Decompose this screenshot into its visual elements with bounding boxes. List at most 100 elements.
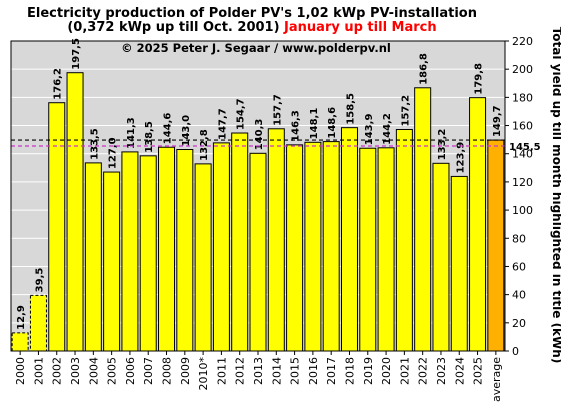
bar-2001	[29, 294, 47, 352]
bar-value-label: 197,5	[71, 38, 82, 70]
bar-2022	[414, 87, 432, 352]
bar-value-label: 143,9	[364, 114, 375, 146]
bar-2021	[395, 128, 413, 352]
bar-value-label: 158,5	[345, 93, 356, 125]
x-tick-label: 2015	[289, 357, 302, 385]
bar-value-label: 12,9	[16, 305, 27, 330]
x-tick-label: 2004	[87, 357, 100, 385]
bar-value-label: 176,2	[53, 68, 64, 100]
x-tick-label: 2011	[215, 357, 228, 385]
bar-value-label: 157,2	[400, 95, 411, 127]
bar-2008	[158, 146, 176, 352]
bar-2013	[249, 152, 267, 352]
x-tick-label: 2024	[453, 357, 466, 385]
x-tick-label: 2001	[32, 357, 45, 385]
bar-2003	[66, 72, 84, 352]
x-tick-label: 2006	[124, 357, 137, 385]
y-tick-label: 180	[512, 91, 533, 104]
x-tick-label: 2018	[343, 357, 356, 385]
bar-value-label: 146,3	[291, 110, 302, 142]
chart-subtitle: (0,372 kWp up till Oct. 2001) January up…	[67, 20, 436, 35]
bar-value-label: 148,6	[327, 107, 338, 139]
x-tick-label: 2016	[307, 357, 320, 385]
copyright-note: © 2025 Peter J. Segaar / www.polderpv.nl	[121, 41, 391, 55]
bar-2012	[231, 132, 249, 352]
bar-2011	[212, 142, 230, 352]
bar-value-label: 133,5	[89, 128, 100, 160]
bar-value-label: 144,2	[382, 113, 393, 145]
x-tick-label: 2007	[142, 357, 155, 385]
bar-2015	[286, 144, 304, 352]
bar-2017	[322, 141, 340, 352]
y-tick-label: 120	[512, 176, 533, 189]
x-tick-label: 2008	[161, 357, 174, 385]
y-tick-label: 20	[512, 317, 526, 330]
bar-value-label: 179,8	[474, 63, 485, 95]
x-tick-label: 2003	[69, 357, 82, 385]
bar-value-label: 144,6	[163, 113, 174, 145]
bar-2020	[377, 147, 395, 352]
x-tick-label: 2002	[51, 357, 64, 385]
bar-value-label: 123,9	[455, 142, 466, 174]
bar-2006	[121, 151, 139, 352]
y-tick-label: 220	[512, 35, 533, 48]
bar-2025	[469, 97, 487, 352]
bar-2000	[11, 332, 29, 352]
y-tick-label: 60	[512, 260, 526, 273]
bar-value-label: 133,2	[437, 129, 448, 161]
bar-2004	[84, 162, 102, 352]
x-tick-label: 2025	[472, 357, 485, 385]
bar-value-label: 148,1	[309, 108, 320, 140]
bar-2007	[139, 155, 157, 352]
bar-value-label: 149,7	[492, 105, 503, 137]
bar-value-label: 140,3	[254, 119, 265, 151]
x-tick-label: 2012	[234, 357, 247, 385]
bar-2014	[267, 128, 285, 352]
bar-2005	[103, 171, 121, 352]
x-tick-label: 2000	[14, 357, 27, 385]
subtitle-red-part: January up till March	[283, 20, 437, 35]
bar-value-label: 39,5	[34, 268, 45, 293]
bar-2016	[304, 141, 322, 352]
y-axis-label: Total yield up till month highlighted in…	[550, 27, 561, 364]
x-tick-label: 2020	[380, 357, 393, 385]
x-tick-label: 2021	[398, 357, 411, 385]
bar-2024	[450, 175, 468, 352]
plot-border	[10, 40, 506, 352]
bar-value-label: 141,3	[126, 117, 137, 149]
x-tick-label: 2013	[252, 357, 265, 385]
y-tick-label: 40	[512, 289, 526, 302]
bar-2018	[340, 127, 358, 352]
bar-value-label: 143,0	[181, 115, 192, 147]
x-tick-label: 2017	[325, 357, 338, 385]
y-tick-label: 100	[512, 204, 533, 217]
y-tick-label: 200	[512, 63, 533, 76]
x-tick-label: 2014	[270, 357, 283, 385]
reference-line-label: 145,5	[509, 142, 541, 153]
x-tick-label: 2023	[435, 357, 448, 385]
y-tick-label: 0	[512, 345, 519, 358]
bar-value-label: 186,8	[419, 53, 430, 85]
x-tick-label: 2019	[362, 357, 375, 385]
bar-2009	[176, 149, 194, 352]
x-tick-label: 2022	[417, 357, 430, 385]
x-tick-label: 2005	[106, 357, 119, 385]
bar-2010-star	[194, 163, 212, 352]
y-tick-label: 160	[512, 120, 533, 133]
subtitle-black-part: (0,372 kWp up till Oct. 2001)	[67, 20, 284, 35]
bar-value-label: 147,7	[217, 108, 228, 140]
bar-2023	[432, 162, 450, 352]
y-tick-label: 140	[512, 148, 533, 161]
bar-average	[487, 139, 505, 352]
x-tick-label: average	[490, 357, 503, 402]
x-tick-label: 2010*	[197, 357, 210, 391]
bar-2019	[359, 147, 377, 352]
y-tick-label: 80	[512, 232, 526, 245]
x-tick-label: 2009	[179, 357, 192, 385]
bar-value-label: 132,8	[199, 129, 210, 161]
bar-value-label: 138,5	[144, 121, 155, 153]
chart-title: Electricity production of Polder PV's 1,…	[27, 6, 477, 21]
bar-value-label: 157,7	[272, 94, 283, 126]
bar-value-label: 127,0	[108, 137, 119, 169]
